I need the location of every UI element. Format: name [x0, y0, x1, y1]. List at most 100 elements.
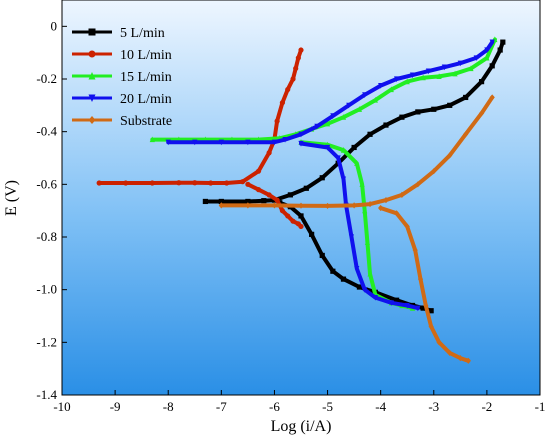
data-point — [255, 187, 262, 193]
data-point — [285, 86, 291, 93]
y-tick-label: -0.4 — [36, 124, 57, 139]
data-point — [399, 114, 405, 120]
series-line — [166, 40, 495, 145]
data-point — [176, 180, 182, 186]
data-point — [245, 181, 251, 187]
data-point — [415, 109, 421, 115]
data-point — [478, 110, 485, 117]
y-tick-label: 0 — [51, 18, 58, 33]
data-point — [88, 28, 96, 36]
x-tick-label: -9 — [110, 399, 121, 414]
data-point — [298, 213, 304, 219]
data-point — [362, 287, 368, 293]
legend-item: 15 L/min — [72, 70, 172, 85]
y-tick-label: -0.8 — [36, 229, 57, 244]
legend-item: 5 L/min — [72, 26, 165, 41]
data-point — [192, 139, 198, 146]
data-point — [457, 60, 463, 67]
data-point — [88, 116, 96, 124]
data-point — [404, 78, 410, 85]
x-tick-label: -1 — [535, 399, 546, 414]
data-point — [290, 76, 296, 82]
data-point — [394, 76, 400, 83]
data-point — [500, 39, 506, 45]
legend-label: Substrate — [120, 114, 172, 129]
data-point — [372, 96, 378, 103]
data-point — [447, 349, 453, 356]
data-point — [367, 200, 373, 208]
y-axis-title: E (V) — [3, 180, 20, 216]
x-axis-title: Log (i/A) — [271, 418, 332, 435]
legend-item: 10 L/min — [72, 48, 172, 63]
y-tick-label: -0.6 — [36, 176, 57, 191]
data-point — [192, 180, 198, 186]
data-point — [88, 72, 96, 80]
x-tick-label: -6 — [269, 399, 280, 414]
data-point — [362, 92, 368, 98]
x-tick-label: -5 — [322, 399, 333, 414]
y-tick-label: -1.2 — [36, 334, 57, 349]
data-point — [383, 122, 389, 128]
data-point — [452, 70, 458, 77]
data-point — [351, 144, 357, 151]
data-point — [457, 355, 463, 362]
data-point — [441, 64, 447, 71]
data-point — [309, 231, 315, 237]
data-point — [279, 208, 286, 214]
data-point — [497, 47, 503, 53]
series-substrate — [218, 94, 495, 364]
legend: 5 L/min 10 L/min 15 L/min 20 L/min Substrate — [72, 26, 172, 129]
x-tick-label: -2 — [481, 399, 492, 414]
series-10-lmin — [96, 47, 304, 230]
data-point — [261, 198, 267, 204]
data-point — [420, 74, 426, 81]
data-point — [245, 198, 251, 205]
data-point — [378, 82, 384, 89]
data-point — [436, 73, 442, 79]
x-tick-label: -8 — [163, 399, 174, 414]
data-point — [293, 65, 299, 72]
data-point — [245, 139, 251, 146]
data-point — [409, 72, 416, 79]
legend-label: 15 L/min — [120, 70, 172, 85]
data-point — [362, 207, 368, 214]
data-point — [319, 175, 325, 181]
data-point — [404, 302, 410, 309]
data-point — [359, 181, 365, 187]
data-point — [394, 210, 400, 217]
data-point — [388, 86, 394, 93]
data-point — [394, 297, 400, 303]
data-point — [271, 202, 278, 209]
data-point — [324, 120, 331, 127]
data-point — [290, 218, 296, 224]
data-point — [484, 47, 490, 54]
data-point — [465, 357, 471, 364]
data-point — [346, 102, 352, 109]
data-point — [149, 180, 155, 186]
legend-item: 20 L/min — [72, 92, 172, 107]
data-point — [165, 139, 171, 146]
data-point — [364, 239, 370, 245]
x-tick-label: -10 — [53, 399, 70, 414]
y-tick-label: -0.2 — [36, 71, 57, 86]
data-point — [274, 197, 280, 203]
data-point — [224, 180, 230, 186]
data-point — [417, 276, 424, 283]
x-tick-label: -7 — [216, 399, 227, 414]
data-point — [282, 136, 288, 143]
data-point — [489, 63, 495, 69]
data-point — [348, 234, 355, 241]
data-point — [298, 47, 304, 53]
data-point — [372, 294, 378, 301]
data-point — [383, 197, 389, 204]
data-point — [279, 100, 286, 106]
data-point — [468, 65, 474, 72]
data-point — [324, 144, 331, 151]
data-point — [431, 168, 437, 175]
data-point — [208, 180, 214, 186]
data-point — [298, 202, 304, 209]
data-point — [149, 136, 155, 143]
data-point — [351, 202, 357, 209]
data-point — [218, 202, 224, 209]
